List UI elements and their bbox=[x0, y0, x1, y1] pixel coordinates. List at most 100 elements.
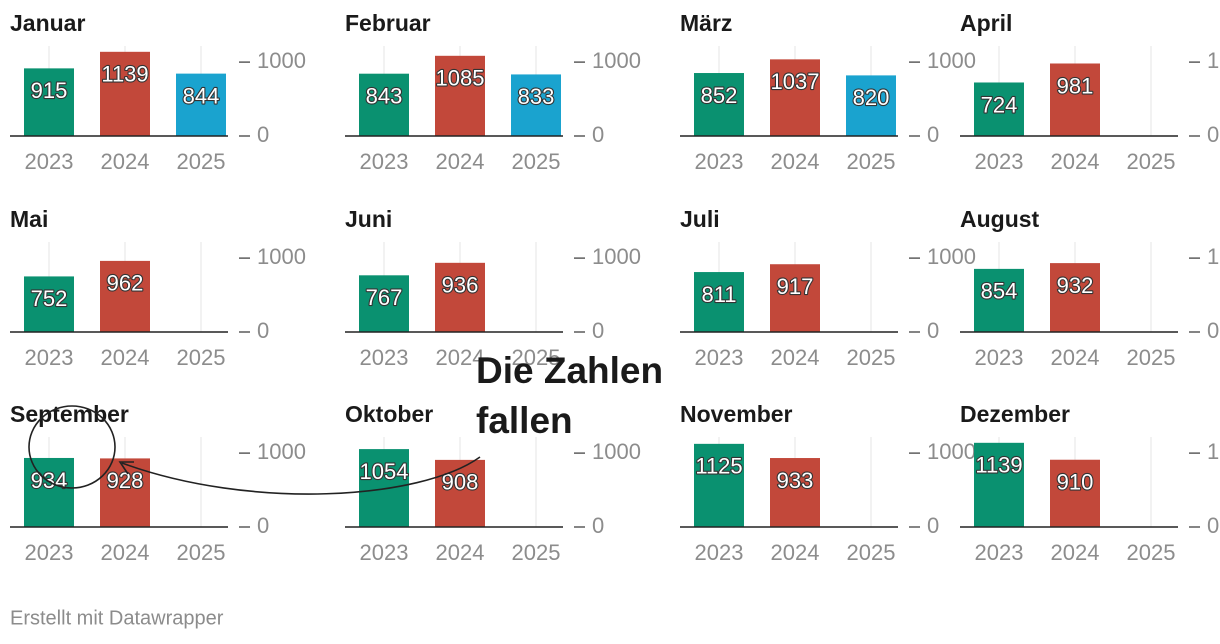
bar bbox=[770, 59, 820, 136]
value-label: 752 bbox=[31, 286, 68, 311]
value-label: 767 bbox=[366, 285, 403, 310]
value-label: 1125 bbox=[695, 454, 742, 479]
y-tick-label: 0 bbox=[927, 122, 939, 147]
value-label: 962 bbox=[107, 271, 144, 296]
arrow-head bbox=[118, 461, 134, 475]
bar bbox=[694, 443, 744, 527]
bar bbox=[974, 268, 1024, 332]
bar bbox=[24, 457, 74, 527]
x-tick-label: 2024 bbox=[771, 149, 820, 174]
y-tick-label: 0 bbox=[927, 318, 939, 343]
y-tick-label: 1000 bbox=[257, 48, 306, 73]
panel-title: Februar bbox=[345, 10, 431, 36]
bar bbox=[1050, 459, 1100, 527]
x-tick-label: 2025 bbox=[177, 345, 226, 370]
y-tick-label: 0 bbox=[257, 513, 269, 538]
value-label: 928 bbox=[107, 468, 144, 493]
x-tick-label: 2023 bbox=[975, 149, 1024, 174]
panel-title: März bbox=[680, 10, 732, 36]
y-tick-label: 1000 bbox=[592, 439, 641, 464]
x-tick-label: 2025 bbox=[847, 149, 896, 174]
value-label: 820 bbox=[853, 85, 890, 110]
x-tick-label: 2024 bbox=[101, 540, 150, 565]
bar bbox=[974, 82, 1024, 136]
bar bbox=[770, 264, 820, 332]
y-tick-label: 0 bbox=[1207, 513, 1219, 538]
x-tick-label: 2024 bbox=[1051, 149, 1100, 174]
y-tick-label: 0 bbox=[1207, 122, 1219, 147]
x-tick-label: 2023 bbox=[695, 540, 744, 565]
y-tick-label: 1000 bbox=[927, 439, 976, 464]
bar bbox=[1050, 263, 1100, 332]
y-tick-label: 1000 bbox=[1207, 439, 1220, 464]
annotation-arrow bbox=[121, 456, 481, 495]
panel-title: August bbox=[960, 206, 1040, 232]
y-tick-label: 0 bbox=[257, 122, 269, 147]
bar bbox=[24, 68, 74, 136]
y-tick-label: 1000 bbox=[927, 48, 976, 73]
x-tick-label: 2023 bbox=[360, 149, 409, 174]
x-tick-label: 2025 bbox=[512, 540, 561, 565]
value-label: 910 bbox=[1057, 470, 1094, 495]
x-tick-label: 2023 bbox=[695, 149, 744, 174]
value-label: 917 bbox=[777, 274, 814, 299]
bar bbox=[359, 449, 409, 527]
bar bbox=[974, 442, 1024, 527]
x-tick-label: 2023 bbox=[695, 345, 744, 370]
x-tick-label: 2023 bbox=[975, 345, 1024, 370]
bar bbox=[435, 459, 485, 527]
panel-title: Dezember bbox=[960, 401, 1070, 427]
x-tick-label: 2025 bbox=[177, 149, 226, 174]
value-label: 981 bbox=[1057, 73, 1094, 98]
bar bbox=[694, 272, 744, 332]
y-tick-label: 1000 bbox=[592, 48, 641, 73]
y-tick-label: 1000 bbox=[257, 439, 306, 464]
panel-title: November bbox=[680, 401, 793, 427]
bar bbox=[24, 276, 74, 332]
annotation-line: Die Zahlen bbox=[476, 350, 663, 391]
y-tick-label: 1000 bbox=[1207, 48, 1220, 73]
x-tick-label: 2023 bbox=[360, 345, 409, 370]
bar bbox=[359, 275, 409, 332]
panel-title: Oktober bbox=[345, 401, 433, 427]
panel-title: Juli bbox=[680, 206, 720, 232]
bar bbox=[511, 74, 561, 136]
value-label: 852 bbox=[701, 83, 738, 108]
y-tick-label: 1000 bbox=[592, 244, 641, 269]
x-tick-label: 2024 bbox=[101, 345, 150, 370]
x-tick-label: 2024 bbox=[436, 540, 485, 565]
y-tick-label: 1000 bbox=[927, 244, 976, 269]
y-tick-label: 1000 bbox=[257, 244, 306, 269]
value-label: 934 bbox=[31, 468, 68, 493]
x-tick-label: 2025 bbox=[1127, 540, 1176, 565]
panel-title: Januar bbox=[10, 10, 85, 36]
y-tick-label: 0 bbox=[592, 318, 604, 343]
x-tick-label: 2023 bbox=[360, 540, 409, 565]
value-label: 915 bbox=[31, 78, 68, 103]
y-tick-label: 1000 bbox=[1207, 244, 1220, 269]
x-tick-label: 2025 bbox=[847, 345, 896, 370]
value-label: 936 bbox=[442, 273, 479, 298]
x-tick-label: 2024 bbox=[101, 149, 150, 174]
bar bbox=[100, 51, 150, 136]
value-label: 1037 bbox=[771, 69, 820, 94]
value-label: 932 bbox=[1057, 273, 1094, 298]
x-tick-label: 2024 bbox=[771, 540, 820, 565]
panel-title: Juni bbox=[345, 206, 392, 232]
value-label: 1139 bbox=[101, 62, 148, 87]
panels: Januar 0 1000 2023 915 2024 1139 2025 844 Februar… bbox=[10, 10, 1220, 565]
panel-title: September bbox=[10, 401, 129, 427]
value-label: 724 bbox=[981, 92, 1018, 117]
panel-title: April bbox=[960, 10, 1012, 36]
value-label: 1139 bbox=[975, 453, 1022, 478]
y-tick-label: 0 bbox=[1207, 318, 1219, 343]
x-tick-label: 2024 bbox=[1051, 540, 1100, 565]
annotation-circle bbox=[28, 405, 116, 489]
value-label: 833 bbox=[518, 84, 555, 109]
x-tick-label: 2024 bbox=[771, 345, 820, 370]
bar bbox=[176, 73, 226, 136]
x-tick-label: 2023 bbox=[25, 345, 74, 370]
y-tick-label: 0 bbox=[592, 513, 604, 538]
